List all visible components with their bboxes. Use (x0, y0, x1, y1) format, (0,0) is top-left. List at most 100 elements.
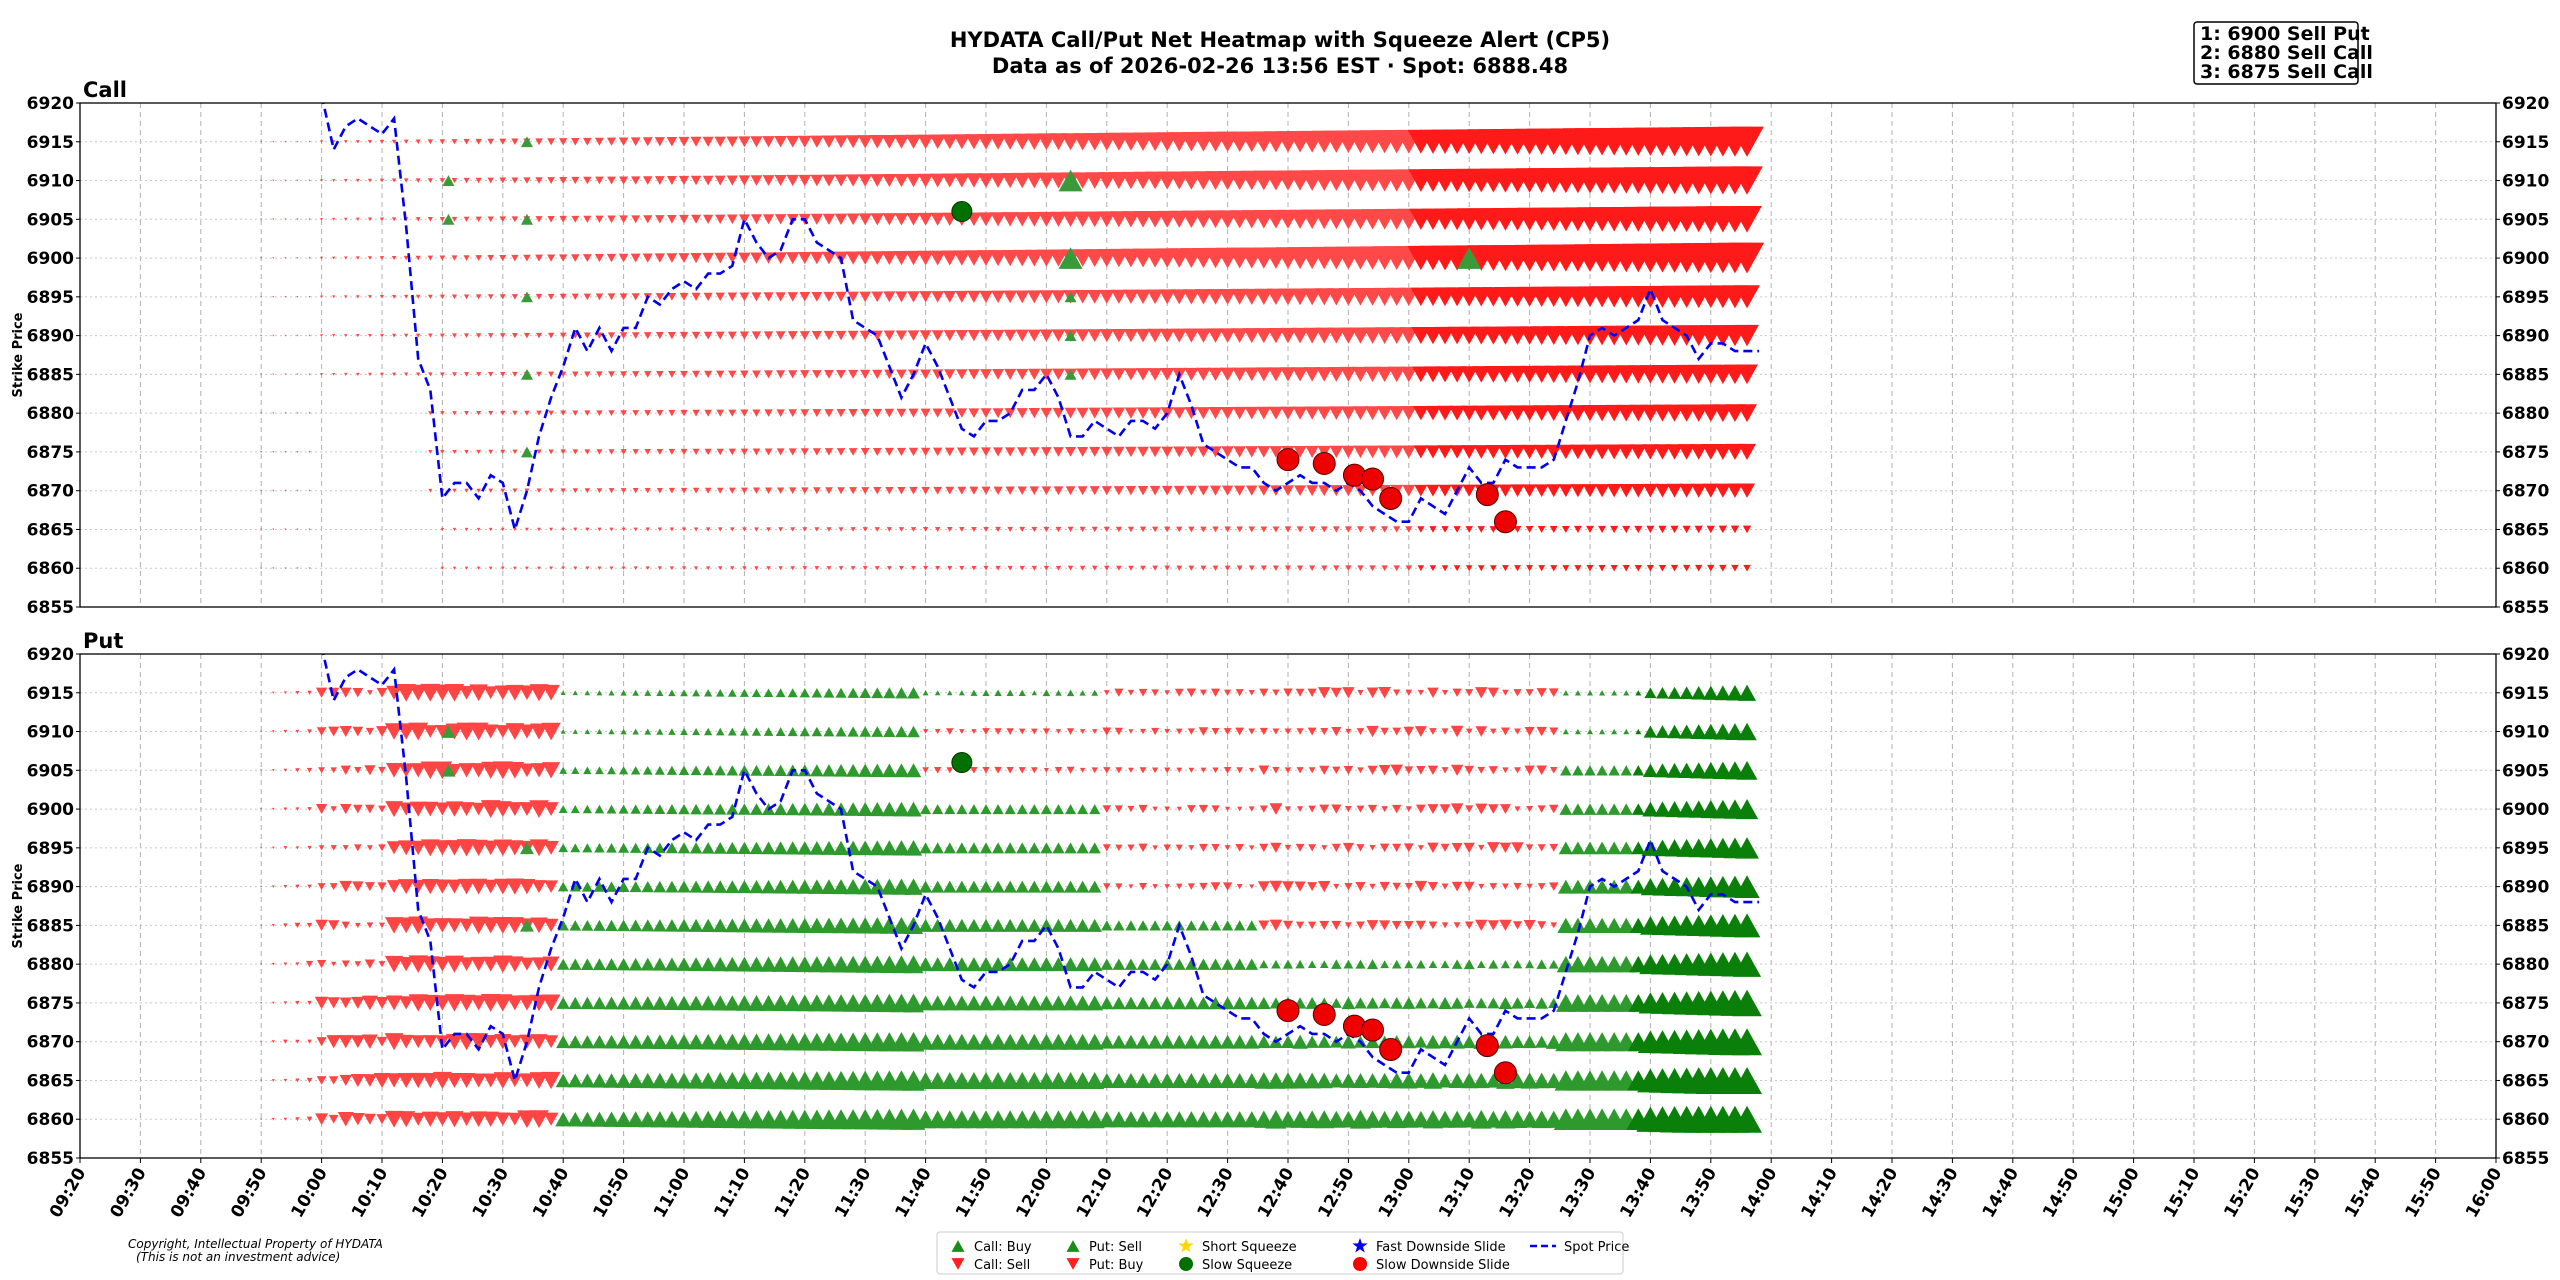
call-sell-marker (597, 566, 602, 570)
put-sell-marker (662, 1110, 682, 1128)
call-sell-marker (1702, 444, 1720, 460)
put-sell-marker (893, 763, 910, 778)
call-sell-marker (1630, 483, 1646, 498)
call-sell-marker (644, 488, 651, 494)
call-sell-marker (704, 370, 713, 379)
call-sell-marker (1472, 366, 1491, 383)
put-buy-marker (386, 880, 402, 894)
call-sell-marker (929, 173, 946, 188)
call-sell-marker (1183, 328, 1200, 343)
call-sell-marker (535, 138, 543, 146)
put-sell-marker (692, 689, 701, 697)
call-sell-marker (680, 409, 688, 417)
call-sell-marker (427, 255, 434, 261)
put-buy-marker (1524, 727, 1535, 737)
call-sell-marker (822, 174, 836, 187)
call-sell-marker (838, 527, 844, 532)
copyright-note: Copyright, Intellectual Property of HYDA… (128, 1237, 383, 1264)
call-sell-marker (943, 290, 957, 303)
call-sell-marker (1136, 368, 1150, 381)
put-buy-marker (375, 996, 389, 1009)
call-sell-marker (656, 448, 664, 455)
put-sell-marker (596, 690, 603, 696)
put-sell-marker (892, 840, 910, 856)
call-sell-marker (703, 214, 714, 224)
put-buy-marker (518, 878, 536, 895)
put-sell-marker (1134, 1111, 1153, 1128)
call-sell-marker (476, 566, 481, 570)
call-sell-marker (320, 373, 324, 376)
call-sell-marker (501, 566, 505, 570)
put-sell-marker (871, 726, 884, 737)
put-buy-marker (364, 882, 375, 892)
put-sell-marker (739, 688, 749, 697)
put-sell-marker (1183, 1072, 1200, 1088)
call-sell-marker (1525, 526, 1534, 533)
put-sell-marker (644, 689, 652, 696)
put-sell-marker (1701, 761, 1721, 779)
put-sell-marker (783, 994, 802, 1012)
call-sell-marker (379, 256, 385, 261)
call-sell-marker (439, 255, 446, 261)
put-buy-marker (494, 1034, 512, 1050)
call-sell-marker (284, 567, 287, 570)
call-sell-marker (1291, 327, 1309, 344)
put-sell-marker (1326, 1110, 1346, 1128)
put-sell-marker (1018, 689, 1026, 696)
call-sell-marker (1449, 445, 1465, 459)
put-buy-marker (1344, 806, 1352, 813)
put-buy-marker (1224, 689, 1232, 696)
call-sell-marker (862, 566, 868, 571)
put-sell-marker (594, 804, 605, 814)
call-sell-marker (762, 136, 775, 148)
call-sell-marker (404, 372, 409, 377)
put-sell-marker (559, 766, 568, 774)
call-sell-marker (536, 371, 542, 378)
call-sell-marker (500, 527, 505, 532)
put-buy-marker (1127, 805, 1135, 813)
call-sell-marker (464, 488, 469, 493)
call-sell-marker (272, 295, 275, 298)
put-buy-marker (447, 764, 462, 777)
put-sell-marker (560, 729, 566, 734)
put-buy-marker (1164, 884, 1170, 890)
put-sell-marker (1534, 1035, 1549, 1048)
put-buy-marker (959, 729, 965, 734)
call-sell-marker (619, 332, 628, 339)
put-sell-marker (1572, 765, 1584, 776)
x-tick-label: 12:30 (1194, 1164, 1238, 1221)
call-sell-marker (953, 250, 971, 266)
put-sell-marker (1111, 1034, 1127, 1049)
call-sell-marker (812, 409, 822, 418)
call-sell-marker (886, 527, 892, 532)
call-sell-marker (716, 448, 724, 456)
put-buy-marker (409, 684, 428, 701)
put-sell-marker (1209, 958, 1222, 970)
call-sell-marker (1734, 285, 1760, 309)
put-buy-marker (445, 801, 464, 817)
put-sell-marker (686, 1110, 706, 1128)
put-buy-marker (1308, 767, 1316, 774)
put-sell-marker (1254, 1072, 1274, 1089)
put-buy-marker (260, 1079, 263, 1082)
put-sell-marker (603, 1073, 620, 1088)
put-buy-marker (531, 957, 547, 971)
call-sell-marker (487, 138, 495, 145)
put-sell-marker (702, 803, 715, 815)
call-sell-marker (1027, 329, 1042, 342)
call-sell-marker (1401, 445, 1417, 459)
y-tick-label-left: 6855 (27, 598, 74, 618)
put-sell-marker (1242, 1111, 1261, 1128)
put-sell-marker (1256, 1035, 1271, 1049)
call-sell-marker (910, 527, 917, 532)
put-sell-marker (555, 1073, 571, 1088)
call-sell-marker (727, 292, 738, 302)
put-sell-marker (736, 956, 753, 972)
call-sell-marker (821, 251, 837, 265)
call-sell-marker (872, 408, 883, 418)
put-buy-marker (307, 845, 312, 850)
call-sell-marker (644, 410, 652, 417)
put-sell-marker (678, 803, 690, 815)
put-sell-marker (1594, 879, 1610, 894)
put-sell-marker (1232, 996, 1247, 1010)
